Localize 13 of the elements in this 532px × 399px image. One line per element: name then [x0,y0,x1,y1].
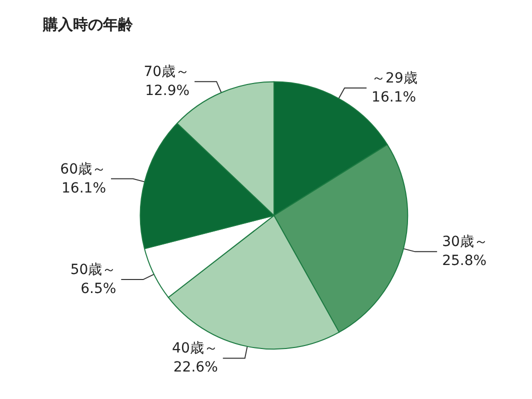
slice-label: 30歳～ [442,234,488,250]
data-label: 16.1% [372,90,416,106]
chart-title: 購入時の年齢 [42,16,134,34]
slice-label: 50歳～ [70,262,116,278]
data-label: 16.1% [62,180,106,196]
data-label: 22.6% [173,360,218,376]
slice-label: ～29歳 [372,70,418,87]
data-label: 12.9% [145,83,190,100]
slice-label: 60歳～ [60,161,106,178]
slice-label: 40歳～ [172,340,218,357]
data-label: 6.5% [80,281,116,298]
data-label: 25.8% [442,253,487,270]
slice-label: 70歳～ [144,64,190,80]
